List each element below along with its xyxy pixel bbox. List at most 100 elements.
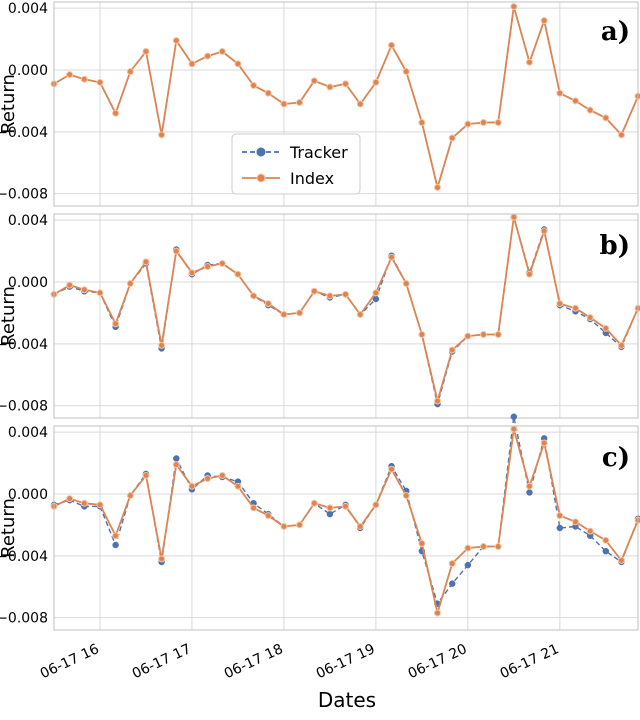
- data-point-index: [80, 75, 88, 83]
- y-tick-label: 0.000: [8, 63, 48, 79]
- data-point-index: [326, 83, 334, 91]
- data-point-index: [556, 512, 564, 520]
- data-point-index: [234, 60, 242, 68]
- data-point-index: [66, 281, 74, 289]
- data-point-index: [80, 499, 88, 507]
- panel-tag: b): [600, 231, 630, 261]
- y-tick-label: −0.004: [0, 549, 48, 565]
- data-point-index: [372, 289, 380, 297]
- panel-3: 0.004 0.000 −0.004 −0.008 Return c): [0, 413, 640, 631]
- data-point-index: [402, 68, 410, 76]
- data-point-tracker: [526, 489, 533, 496]
- data-point-index: [96, 78, 104, 86]
- y-tick-label: 0.004: [8, 425, 48, 441]
- data-point-index: [142, 471, 150, 479]
- data-point-index: [540, 17, 548, 25]
- data-point-index: [434, 397, 442, 405]
- data-point-index: [388, 465, 396, 473]
- data-point-index: [342, 502, 350, 510]
- data-point-index: [96, 501, 104, 509]
- data-point-index: [66, 495, 74, 503]
- data-point-index: [172, 247, 180, 255]
- data-point-index: [112, 532, 120, 540]
- data-point-index: [586, 527, 594, 535]
- plot-frame: [53, 425, 639, 631]
- y-tick-label: 0.004: [8, 1, 48, 17]
- data-point-index: [250, 292, 258, 300]
- data-point-index: [388, 253, 396, 261]
- data-point-index: [448, 346, 456, 354]
- data-point-index: [234, 270, 242, 278]
- data-point-index: [142, 258, 150, 266]
- panel-1: 0.004 0.000 −0.004 −0.008 Return a) Tracker Ind…: [0, 1, 640, 207]
- data-point-index: [310, 77, 318, 85]
- y-tick-label: −0.008: [0, 611, 48, 627]
- panel-tag: c): [602, 443, 630, 473]
- y-tick-label: 0.000: [8, 275, 48, 291]
- x-tick-label: 06-17 17: [130, 641, 194, 682]
- data-point-index: [494, 331, 502, 339]
- data-point-index: [280, 100, 288, 108]
- data-point-index: [571, 518, 579, 526]
- data-point-index: [586, 106, 594, 114]
- data-point-index: [510, 425, 518, 433]
- data-point-index: [264, 300, 272, 308]
- data-point-index: [525, 270, 533, 278]
- data-point-index: [126, 68, 134, 76]
- y-tick-label: 0.000: [8, 487, 48, 503]
- data-point-index: [356, 310, 364, 318]
- data-point-index: [310, 287, 318, 295]
- data-point-index: [510, 213, 518, 221]
- data-point-index: [188, 482, 196, 490]
- data-point-index: [234, 482, 242, 490]
- data-point-index: [96, 289, 104, 297]
- data-point-index: [448, 134, 456, 142]
- legend-label-tracker: Tracker: [289, 143, 348, 162]
- data-point-index: [418, 539, 426, 547]
- data-point-index: [126, 492, 134, 500]
- data-point-index: [126, 280, 134, 288]
- data-point-tracker: [173, 455, 180, 462]
- y-axis-label: Return: [0, 286, 19, 346]
- data-point-index: [66, 71, 74, 79]
- data-point-tracker: [464, 561, 472, 569]
- data-point-tracker: [556, 524, 564, 532]
- data-point-index: [464, 332, 472, 340]
- x-tick-label: 06-17 20: [406, 641, 470, 682]
- data-point-index: [264, 89, 272, 97]
- data-point-index: [326, 292, 334, 300]
- data-point-tracker: [510, 413, 518, 420]
- data-point-index: [112, 109, 120, 117]
- data-point-index: [342, 290, 350, 298]
- data-point-index: [617, 341, 625, 349]
- data-point-index: [296, 98, 304, 106]
- data-point-index: [571, 304, 579, 312]
- data-point-index: [418, 119, 426, 127]
- data-point-index: [172, 37, 180, 45]
- y-tick-label: 0.004: [8, 213, 48, 229]
- data-point-index: [479, 119, 487, 127]
- data-point-index: [218, 259, 226, 267]
- data-point-index: [356, 522, 364, 530]
- data-point-index: [188, 60, 196, 68]
- legend-marker-index: [256, 173, 266, 183]
- data-point-index: [402, 280, 410, 288]
- data-point-index: [602, 324, 610, 332]
- data-point-index: [571, 97, 579, 105]
- data-point-index: [188, 269, 196, 277]
- data-point-index: [494, 119, 502, 127]
- data-point-index: [372, 78, 380, 86]
- data-point-tracker: [602, 547, 610, 555]
- data-point-index: [296, 309, 304, 317]
- data-point-index: [617, 131, 625, 139]
- data-point-index: [540, 439, 548, 447]
- data-point-index: [602, 114, 610, 122]
- plot-frame: [53, 1, 639, 207]
- data-point-index: [172, 461, 180, 469]
- data-point-index: [494, 543, 502, 551]
- plot-frame: [53, 213, 639, 419]
- data-point-index: [280, 310, 288, 318]
- y-tick-label: −0.008: [0, 399, 48, 415]
